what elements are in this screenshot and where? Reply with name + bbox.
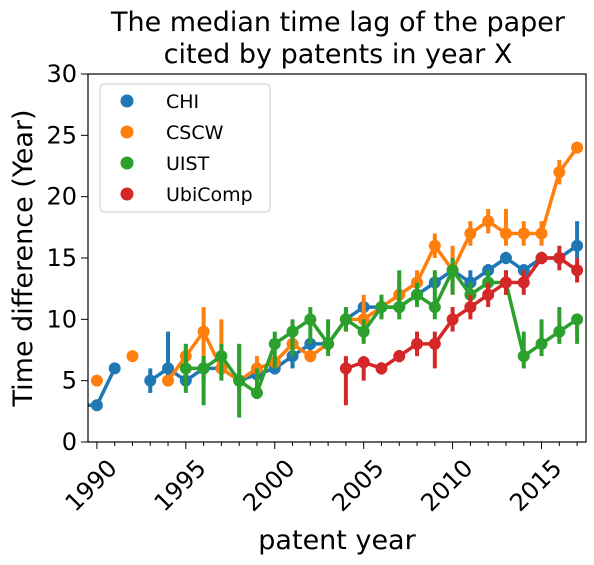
legend-label-chi: CHI [166,91,199,113]
legend-label-ubicomp: UbiComp [166,184,253,206]
y-tick-label-20: 20 [46,183,77,211]
point-uist-2010 [447,264,459,276]
x-axis-label: patent year [258,525,416,556]
legend-marker-cscw [121,126,134,139]
point-ubicomp-2013 [500,277,512,289]
x-tick-label-1990: 1990 [60,454,123,517]
point-uist-2008 [411,289,423,301]
point-ubicomp-2012 [482,289,494,301]
point-uist-1995 [180,362,192,374]
x-tick-label-1995: 1995 [149,454,212,517]
point-ubicomp-2007 [393,350,405,362]
point-uist-2016 [553,326,565,338]
legend-label-uist: UIST [166,153,210,175]
point-cscw-1994 [162,375,174,387]
x-tick-label-2000: 2000 [238,454,301,517]
y-tick-label-25: 25 [46,121,77,149]
point-cscw-2017 [571,142,583,154]
point-chi-1989 [73,399,85,411]
point-uist-2000 [269,338,281,350]
x-tick-label-2005: 2005 [327,454,390,517]
y-tick-label-5: 5 [62,367,77,395]
point-uist-2007 [393,301,405,313]
y-tick-label-30: 30 [46,60,77,88]
point-ubicomp-2008 [411,338,423,350]
point-ubicomp-2014 [518,277,530,289]
point-cscw-2015 [536,227,548,239]
point-ubicomp-2015 [536,252,548,264]
legend: CHI CSCW UIST UbiComp [100,84,270,212]
point-uist-2015 [536,338,548,350]
point-uist-1996 [198,362,210,374]
y-tick-label-10: 10 [46,305,77,333]
point-chi-1993 [144,375,156,387]
legend-label-cscw: CSCW [166,122,224,144]
x-tick-label-2015: 2015 [504,454,567,517]
point-cscw-2016 [553,166,565,178]
legend-marker-ubicomp [121,188,134,201]
point-ubicomp-2004 [340,362,352,374]
point-cscw-2013 [500,227,512,239]
point-cscw-2012 [482,215,494,227]
y-axis: 0 5 10 15 20 25 30 [46,60,88,456]
point-cscw-2002 [304,350,316,362]
point-ubicomp-2009 [429,338,441,350]
point-cscw-2009 [429,240,441,252]
point-ubicomp-2006 [375,362,387,374]
point-uist-1999 [251,387,263,399]
legend-marker-chi [121,95,134,108]
legend-marker-uist [121,157,134,170]
point-uist-2003 [322,338,334,350]
x-tick-label-2010: 2010 [415,454,478,517]
point-ubicomp-2010 [447,313,459,325]
chart-title-line-1: The median time lag of the paper [110,7,566,38]
y-tick-label-15: 15 [46,244,77,272]
point-chi-2017 [571,240,583,252]
y-tick-label-0: 0 [62,428,77,456]
point-cscw-1996 [198,326,210,338]
point-cscw-1992 [126,350,138,362]
point-uist-2004 [340,313,352,325]
y-axis-label: Time difference (Year) [8,109,39,407]
point-uist-2006 [375,301,387,313]
point-uist-2009 [429,301,441,313]
point-uist-1998 [233,375,245,387]
x-axis: 1990 1995 2000 2005 2010 2015 [60,442,577,517]
point-ubicomp-2005 [358,356,370,368]
point-cscw-2011 [464,227,476,239]
point-ubicomp-2016 [553,252,565,264]
point-chi-1991 [109,362,121,374]
point-chi-2013 [500,252,512,264]
point-uist-2001 [287,326,299,338]
point-chi-1990 [91,399,103,411]
point-uist-2005 [358,326,370,338]
point-uist-1997 [215,350,227,362]
point-cscw-1990 [91,375,103,387]
point-cscw-2014 [518,227,530,239]
point-uist-2002 [304,313,316,325]
point-uist-2014 [518,350,530,362]
chart-title-line-2: cited by patents in year X [164,39,513,70]
point-ubicomp-2011 [464,301,476,313]
point-uist-2017 [571,313,583,325]
point-ubicomp-2017 [571,264,583,276]
